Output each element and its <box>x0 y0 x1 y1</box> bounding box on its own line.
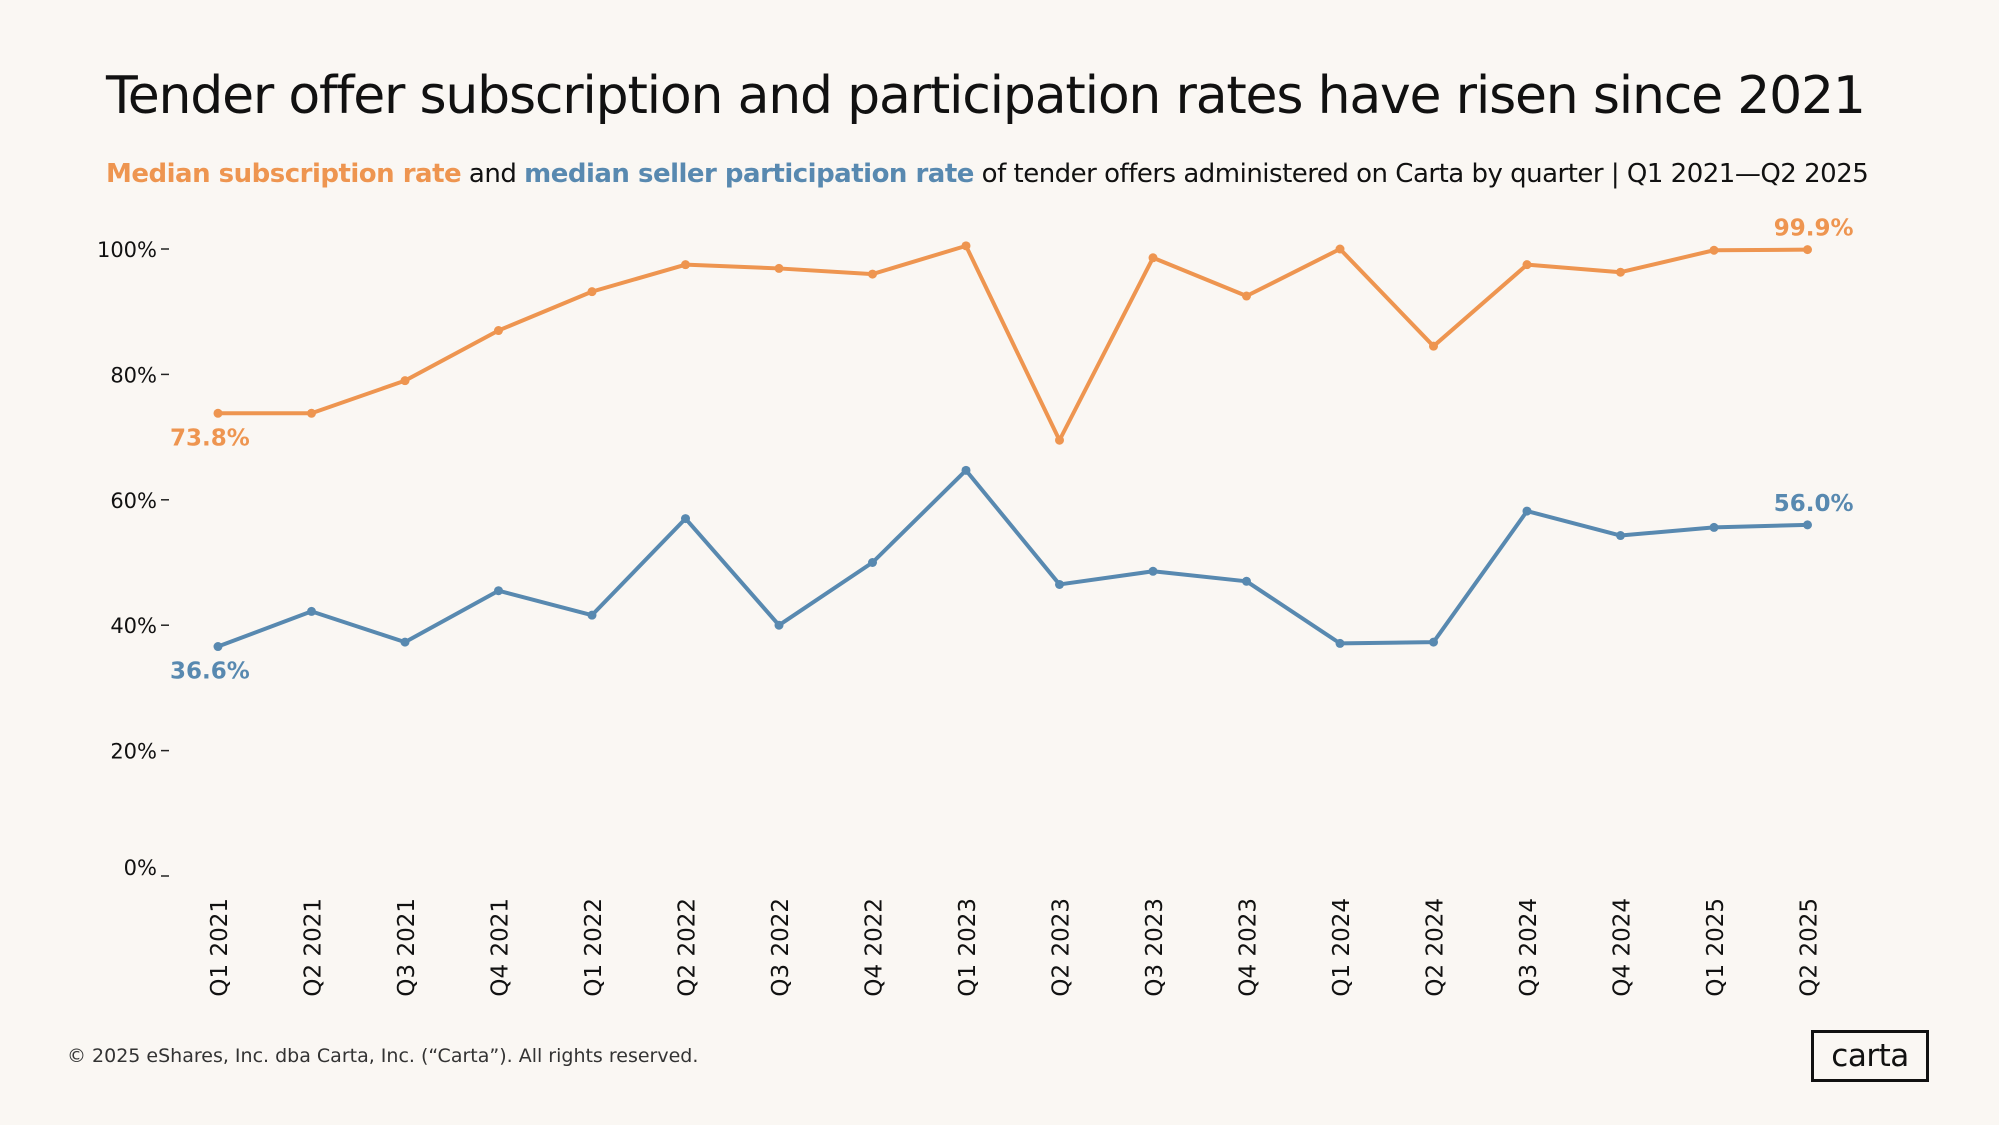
data-point-participation <box>961 465 971 475</box>
data-point-subscription <box>1709 245 1719 255</box>
data-point-subscription <box>1055 435 1064 445</box>
data-point-participation <box>400 637 410 647</box>
data-point-participation <box>1522 506 1532 516</box>
data-point-participation <box>1242 576 1251 586</box>
y-tick-label: 0% <box>124 856 157 880</box>
data-point-participation <box>1429 637 1438 647</box>
data-point-participation <box>774 620 784 630</box>
end-value-label: 99.9% <box>1774 216 1854 242</box>
data-point-subscription <box>494 326 503 336</box>
data-point-subscription <box>1616 267 1625 277</box>
data-point-participation <box>1803 520 1812 530</box>
data-point-participation <box>213 642 223 652</box>
subtitle-participation-label: median seller participation rate <box>524 159 974 189</box>
carta-logo-text: carta <box>1831 1038 1909 1074</box>
x-tick-label: Q2 2025 <box>1797 898 1823 997</box>
data-point-subscription <box>307 408 316 418</box>
x-tick-label: Q1 2024 <box>1329 898 1355 997</box>
data-point-subscription <box>868 269 877 279</box>
data-point-participation <box>1616 531 1625 541</box>
x-tick-label: Q4 2022 <box>862 898 888 997</box>
x-tick-label: Q4 2023 <box>1236 898 1262 997</box>
x-tick-label: Q4 2021 <box>488 898 514 997</box>
y-tick-label: 20% <box>110 740 157 764</box>
start-value-label: 73.8% <box>170 425 250 451</box>
x-tick-label: Q2 2021 <box>301 898 327 997</box>
data-point-participation <box>494 586 503 596</box>
data-point-subscription <box>1335 244 1345 254</box>
data-point-subscription <box>1242 291 1251 301</box>
x-tick-label: Q1 2022 <box>581 898 607 997</box>
x-tick-label: Q2 2024 <box>1423 898 1449 997</box>
copyright-footer: © 2025 eShares, Inc. dba Carta, Inc. (“C… <box>67 1045 699 1067</box>
data-point-participation <box>587 610 597 620</box>
data-point-subscription <box>1522 260 1532 270</box>
series-line-subscription <box>216 243 1810 443</box>
data-point-subscription <box>587 287 597 297</box>
data-point-participation <box>868 558 877 567</box>
y-tick-label: 40% <box>110 614 157 638</box>
data-point-subscription <box>774 263 784 273</box>
data-point-participation <box>681 514 690 524</box>
data-point-subscription <box>961 241 971 251</box>
data-point-participation <box>1335 638 1345 648</box>
chart-title: Tender offer subscription and participat… <box>106 66 1866 126</box>
x-tick-label: Q1 2021 <box>207 898 233 997</box>
x-tick-label: Q3 2023 <box>1142 898 1168 997</box>
x-tick-label: Q1 2025 <box>1703 898 1729 997</box>
series-line-participation <box>216 468 1810 649</box>
data-point-participation <box>1709 522 1719 532</box>
subtitle-description: of tender offers administered on Carta b… <box>973 159 1869 189</box>
chart-subtitle: Median subscription rate and median sell… <box>106 159 1869 189</box>
x-tick-label: Q4 2024 <box>1610 898 1636 997</box>
data-point-subscription <box>681 260 690 270</box>
data-point-participation <box>1148 566 1158 576</box>
carta-logo: carta <box>1811 1030 1929 1082</box>
end-value-label: 56.0% <box>1774 491 1854 517</box>
data-point-participation <box>1055 579 1064 589</box>
x-tick-label: Q2 2022 <box>675 898 701 997</box>
data-point-subscription <box>213 408 223 418</box>
y-tick-label: 100% <box>97 238 157 262</box>
y-tick-label: 80% <box>110 363 157 387</box>
data-point-subscription <box>1803 245 1812 255</box>
x-tick-label: Q3 2022 <box>768 898 794 997</box>
subtitle-connector: and <box>461 159 525 189</box>
data-point-subscription <box>400 376 410 386</box>
x-tick-label: Q3 2024 <box>1516 898 1542 997</box>
y-tick-label: 60% <box>110 489 157 513</box>
x-tick-label: Q2 2023 <box>1049 898 1075 997</box>
subtitle-subscription-label: Median subscription rate <box>106 159 462 189</box>
start-value-label: 36.6% <box>170 659 250 685</box>
data-point-subscription <box>1148 253 1158 263</box>
data-point-subscription <box>1429 341 1438 351</box>
x-tick-label: Q3 2021 <box>394 898 420 997</box>
data-point-participation <box>307 606 316 616</box>
x-tick-label: Q1 2023 <box>955 898 981 997</box>
